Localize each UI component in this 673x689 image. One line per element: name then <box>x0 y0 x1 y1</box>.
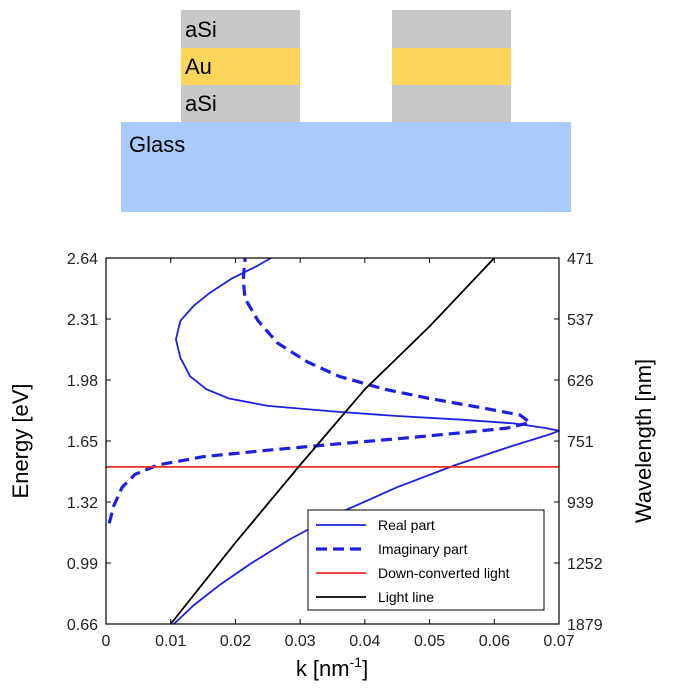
y-axis-title: Energy [eV] <box>8 384 33 499</box>
au-label: Au <box>185 54 212 79</box>
y2-tick-label: 1252 <box>567 556 603 573</box>
left-au-layer <box>181 48 300 85</box>
y2-tick-label: 537 <box>567 312 594 329</box>
y2-tick-label: 939 <box>567 495 594 512</box>
x-tick-label: 0.01 <box>155 633 186 650</box>
legend-label: Light line <box>378 589 434 605</box>
y2-axis-title: Wavelength [nm] <box>631 359 656 523</box>
legend-label: Real part <box>378 517 435 533</box>
x-tick-label: 0.03 <box>285 633 316 650</box>
layer-stack-diagram: Glass aSi Au aSi <box>121 10 571 212</box>
x-axis-title: k [nm-1] <box>296 654 368 681</box>
y2-axis-ticks: 1879 1252 939 751 626 537 471 <box>554 251 603 634</box>
legend: Real part Imaginary part Down-converted li… <box>307 509 545 611</box>
y-axis-ticks: 0.66 0.99 1.32 1.65 1.98 2.31 2.64 <box>67 251 111 634</box>
series-line-imaginary-part <box>107 257 532 524</box>
x-tick-label: 0.02 <box>220 633 251 650</box>
right-bottom-asi-layer <box>392 85 511 122</box>
right-top-asi-layer <box>392 10 511 48</box>
glass-substrate <box>121 122 571 212</box>
right-stack <box>392 10 511 122</box>
x-tick-label: 0.04 <box>349 633 380 650</box>
x-tick-label: 0.07 <box>543 633 574 650</box>
legend-label: Imaginary part <box>378 541 468 557</box>
y-tick-label: 1.32 <box>67 495 98 512</box>
y-tick-label: 2.31 <box>67 312 98 329</box>
y-tick-label: 2.64 <box>67 251 98 268</box>
y2-tick-label: 1879 <box>567 617 603 634</box>
right-au-layer <box>392 48 511 85</box>
x-axis-ticks: 0 0.01 0.02 0.03 0.04 0.05 0.06 0.07 <box>102 258 575 650</box>
left-bottom-asi-layer <box>181 85 300 122</box>
legend-box <box>307 509 545 611</box>
left-stack: aSi Au aSi <box>181 10 300 122</box>
dispersion-chart: 0 0.01 0.02 0.03 0.04 0.05 0.06 0.07 0.66 0.99 1.… <box>8 251 656 681</box>
x-tick-label: 0.06 <box>479 633 510 650</box>
y-tick-label: 0.66 <box>67 617 98 634</box>
x-tick-label: 0 <box>102 633 111 650</box>
y-tick-label: 0.99 <box>67 556 98 573</box>
series-line-light-line <box>169 257 495 625</box>
bottom-asi-label: aSi <box>185 91 217 116</box>
y2-tick-label: 751 <box>567 434 594 451</box>
left-top-asi-layer <box>181 10 300 48</box>
legend-label: Down-converted light <box>378 565 510 581</box>
y2-tick-label: 471 <box>567 251 594 268</box>
y-tick-label: 1.65 <box>67 434 98 451</box>
y-tick-label: 1.98 <box>67 373 98 390</box>
top-asi-label: aSi <box>185 17 217 42</box>
glass-label: Glass <box>129 132 185 157</box>
legend-items: Real part Imaginary part Down-converted li… <box>316 517 510 605</box>
x-tick-label: 0.05 <box>414 633 445 650</box>
y2-tick-label: 626 <box>567 373 594 390</box>
